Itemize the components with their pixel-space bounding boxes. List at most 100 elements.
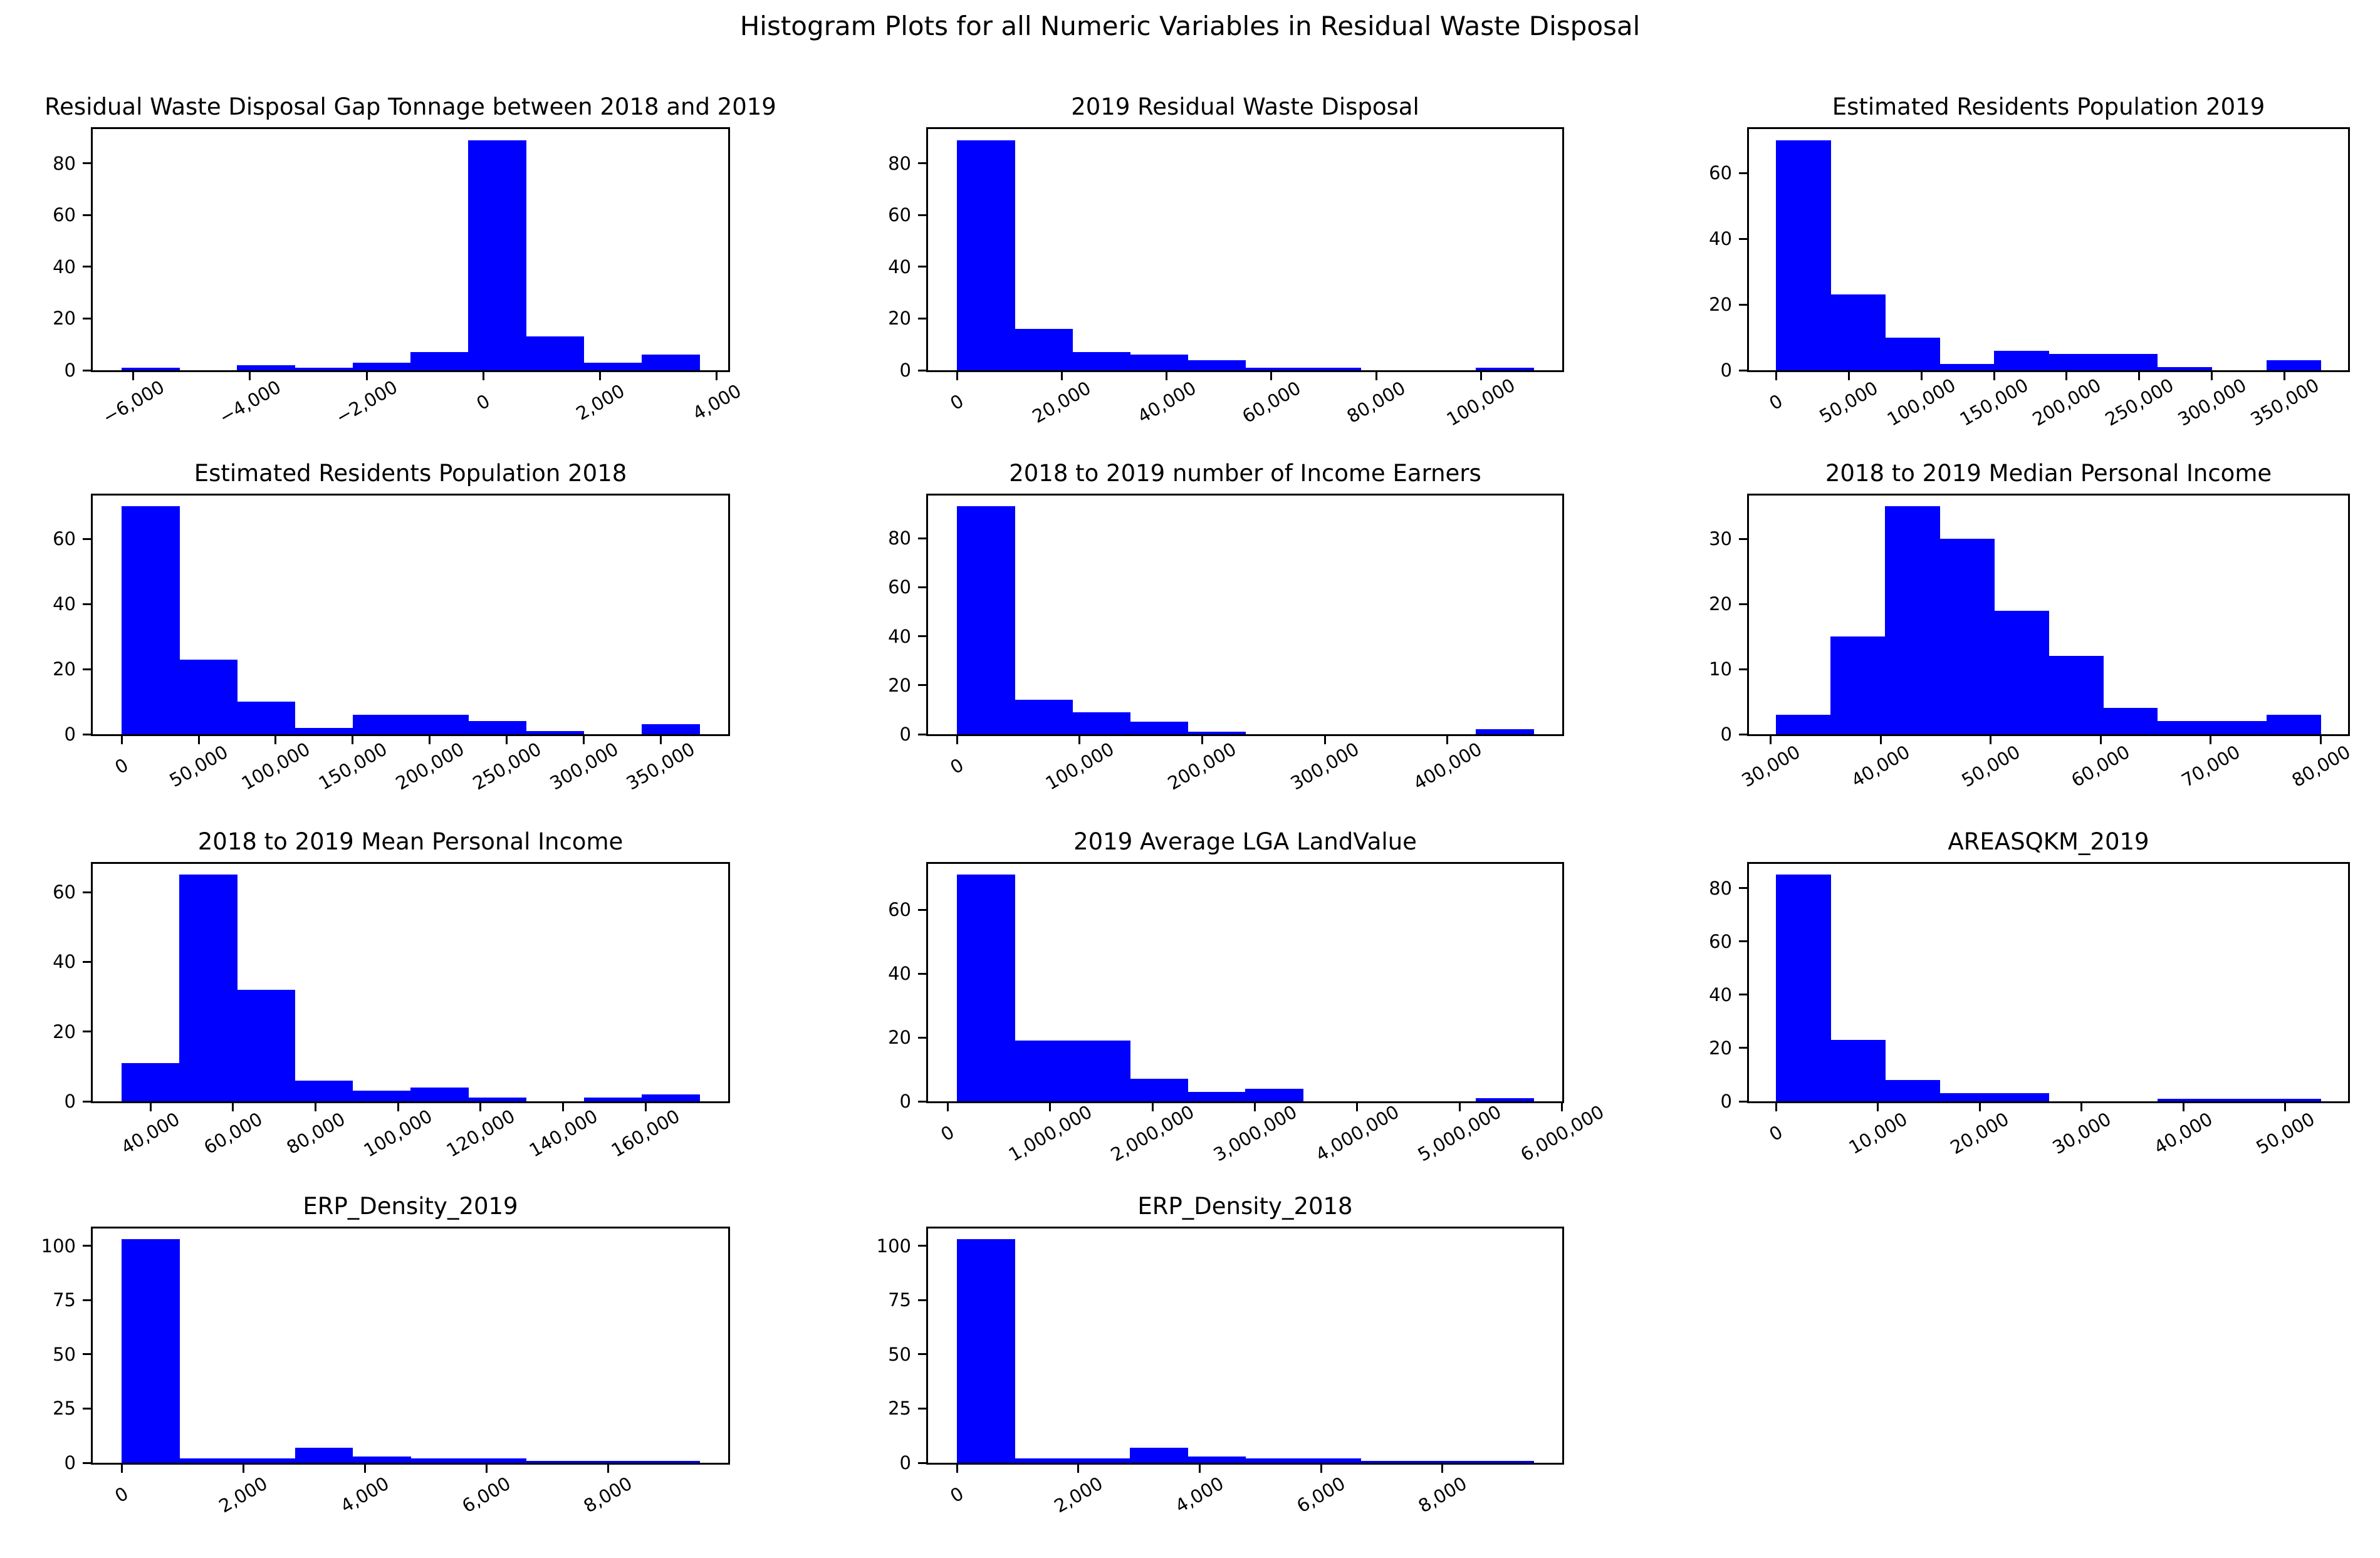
x-tick-mark <box>197 736 200 744</box>
y-tick-label: 75 <box>888 1289 911 1311</box>
plot-area <box>93 864 728 1101</box>
y-tick-label: 0 <box>899 724 911 745</box>
y-tick-mark <box>918 1245 926 1247</box>
histogram-bar <box>1776 714 1831 734</box>
y-tick-mark <box>918 266 926 268</box>
y-tick-label: 40 <box>53 256 76 278</box>
histogram-bar <box>526 336 585 370</box>
x-tick-mark <box>1446 736 1449 744</box>
y-tick-mark <box>918 1100 926 1103</box>
x-tick-mark <box>2284 1103 2287 1111</box>
y-tick-label: 60 <box>1709 162 1732 184</box>
y-tick-mark <box>918 537 926 539</box>
histogram-bar <box>2157 1098 2213 1101</box>
plot-area <box>93 129 728 370</box>
histogram-bar <box>1187 1456 1246 1463</box>
histogram-bar <box>1885 337 1940 370</box>
plot-title: 2018 to 2019 Mean Personal Income <box>197 828 624 855</box>
x-tick-mark <box>2182 1103 2184 1111</box>
plot-title: ERP_Density_2018 <box>1137 1193 1353 1220</box>
histogram-bar <box>1476 729 1534 734</box>
plot-area <box>928 864 1562 1101</box>
histogram-bar <box>295 727 353 734</box>
histogram-bar <box>410 1458 469 1463</box>
subplot-2018-to-2019-number-of-income-earners: 2018 to 2019 number of Income Earners 0 10… <box>888 460 1564 794</box>
y-tick-label: 20 <box>1709 294 1732 316</box>
y-tick-label: 40 <box>1709 984 1732 1005</box>
y-tick-mark <box>918 1462 926 1464</box>
y-tick-label: 20 <box>53 308 76 330</box>
y-tick-mark <box>918 684 926 687</box>
y-tick-mark <box>1739 172 1747 174</box>
x-tick-mark <box>1077 1465 1080 1473</box>
x-tick-mark <box>1356 1103 1359 1111</box>
y-tick-mark <box>83 538 91 540</box>
x-tick-mark <box>397 1103 399 1111</box>
y-tick-label: 75 <box>53 1289 76 1311</box>
y-tick-label: 20 <box>1709 1037 1732 1059</box>
histogram-bar <box>179 659 238 734</box>
y-tick-mark <box>1739 1100 1747 1103</box>
x-tick-mark <box>583 736 585 744</box>
subplot-erp-density-2019: ERP_Density_2019 0 2,000 4,000 6,000 8,000 0 25… <box>41 1193 730 1517</box>
histogram-bar <box>237 1458 296 1463</box>
y-tick-label: 40 <box>53 593 76 615</box>
y-tick-mark <box>918 586 926 588</box>
y-tick-label: 40 <box>1709 228 1732 250</box>
y-tick-label: 20 <box>888 674 911 696</box>
x-tick-mark <box>1320 1465 1322 1473</box>
y-tick-label: 20 <box>53 1020 76 1042</box>
histogram-bar <box>410 352 469 370</box>
histogram-bar <box>641 1460 700 1463</box>
x-tick-mark <box>1993 372 1995 380</box>
y-tick-label: 0 <box>899 1452 911 1473</box>
x-tick-mark <box>149 1103 152 1111</box>
x-tick-mark <box>482 372 484 380</box>
histogram-bar <box>526 1460 585 1463</box>
histogram-bar <box>1072 352 1130 370</box>
x-tick-mark <box>2065 372 2068 380</box>
y-tick-mark <box>83 1407 91 1410</box>
histogram-bar <box>352 714 411 734</box>
y-tick-label: 0 <box>899 1091 911 1112</box>
histogram-bar <box>352 1091 411 1101</box>
y-tick-mark <box>1739 733 1747 735</box>
y-tick-label: 25 <box>888 1398 911 1420</box>
x-tick-mark <box>1060 372 1063 380</box>
x-tick-mark <box>1049 1103 1052 1111</box>
plot-area <box>1749 864 2348 1101</box>
plot-title: 2018 to 2019 Median Personal Income <box>1825 460 2272 487</box>
histogram-bar <box>352 1456 411 1463</box>
figure-title: Histogram Plots for all Numeric Variable… <box>739 11 1641 41</box>
x-tick-mark <box>659 736 662 744</box>
histogram-bar <box>1476 1460 1534 1463</box>
x-tick-mark <box>485 1465 488 1473</box>
histogram-bar <box>957 1239 1015 1463</box>
y-tick-label: 0 <box>64 1452 76 1473</box>
y-tick-mark <box>1739 668 1747 670</box>
plot-area <box>928 129 1562 370</box>
y-tick-mark <box>83 266 91 268</box>
y-tick-mark <box>918 1407 926 1410</box>
histogram-bar <box>1245 1088 1303 1101</box>
subplot-residual-waste-disposal-gap-tonnage-between-2018-and-2019: Residual Waste Disposal Gap Tonnage betw… <box>44 93 776 428</box>
x-tick-mark <box>956 736 958 744</box>
y-tick-label: 20 <box>53 658 76 680</box>
histogram-bar <box>2102 353 2158 370</box>
histogram-bar <box>2157 721 2213 734</box>
y-tick-label: 50 <box>53 1343 76 1365</box>
y-tick-label: 0 <box>64 1091 76 1112</box>
x-tick-mark <box>1166 372 1168 380</box>
y-tick-mark <box>1739 538 1747 540</box>
y-tick-mark <box>83 891 91 893</box>
x-tick-mark <box>1201 736 1203 744</box>
histogram-bar <box>1830 636 1886 734</box>
y-tick-mark <box>918 162 926 165</box>
y-tick-label: 60 <box>53 528 76 550</box>
x-tick-mark <box>315 1103 317 1111</box>
histogram-bar <box>1015 328 1073 370</box>
x-tick-mark <box>716 372 718 380</box>
histogram-bar <box>122 1062 180 1101</box>
histogram-bar <box>2266 714 2322 734</box>
histogram-bar <box>1130 1447 1188 1463</box>
